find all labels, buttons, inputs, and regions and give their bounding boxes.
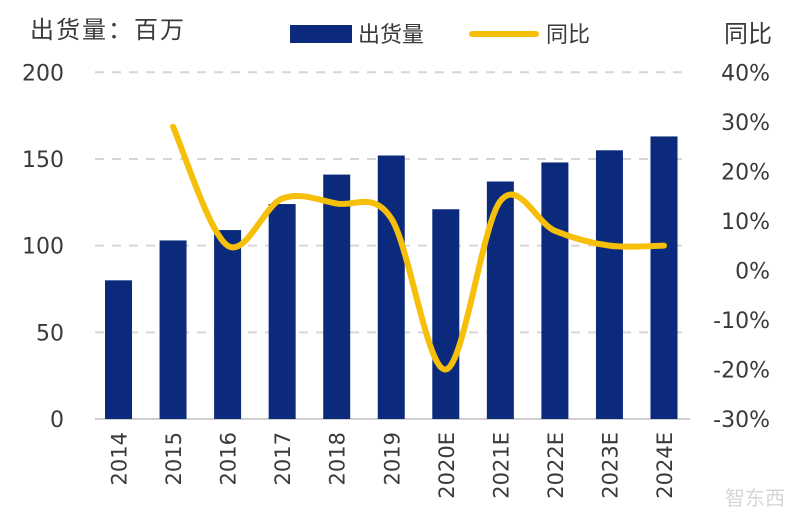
x-tick-label: 2014	[108, 432, 132, 485]
x-tick-label: 2015	[162, 432, 186, 485]
bar	[214, 230, 242, 419]
left-tick-label: 200	[22, 61, 64, 86]
x-tick-label: 2022E	[544, 432, 568, 499]
x-tick-label: 2018	[326, 432, 350, 485]
bar	[323, 174, 351, 419]
right-tick-label: 0%	[735, 259, 770, 284]
left-axis-title: 出货量：百万	[30, 16, 186, 44]
legend-bar-label: 出货量	[358, 23, 424, 48]
x-tick-label: 2017	[271, 432, 295, 485]
legend-line-label: 同比	[546, 23, 590, 48]
left-tick-label: 150	[22, 148, 64, 173]
watermark: 智东西	[725, 486, 785, 510]
x-tick-label: 2023E	[598, 432, 622, 499]
right-tick-label: 30%	[721, 111, 770, 136]
right-tick-label: -20%	[713, 358, 770, 383]
x-tick-label: 2016	[217, 432, 241, 485]
x-tick-label: 2019	[380, 432, 404, 485]
legend-bar-swatch	[290, 25, 352, 43]
right-tick-label: -10%	[713, 309, 770, 334]
x-tick-label: 2020E	[435, 432, 459, 499]
bar	[377, 155, 405, 419]
right-tick-label: 40%	[721, 61, 770, 86]
x-tick-label: 2021E	[489, 432, 513, 499]
bar	[595, 150, 623, 419]
right-axis-title: 同比	[724, 20, 772, 48]
bar	[650, 136, 678, 419]
legend: 出货量 同比	[290, 23, 590, 48]
bar	[432, 209, 460, 419]
left-tick-label: 100	[22, 235, 64, 260]
bar	[541, 162, 569, 419]
right-tick-label: 20%	[721, 160, 770, 185]
yoy-line	[170, 123, 667, 373]
bar	[159, 240, 187, 419]
left-tick-label: 0	[50, 408, 64, 433]
right-tick-label: -30%	[713, 408, 770, 433]
bar	[268, 204, 296, 419]
bar	[105, 280, 132, 419]
right-tick-label: 10%	[721, 210, 770, 235]
left-tick-label: 50	[36, 321, 64, 346]
x-tick-label: 2024E	[653, 432, 677, 499]
